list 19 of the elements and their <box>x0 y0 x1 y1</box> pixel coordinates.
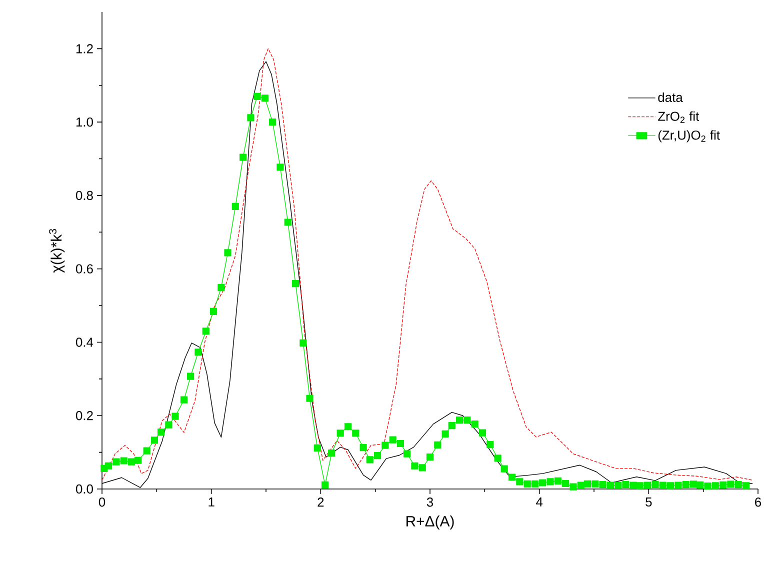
x-tick-label: 4 <box>536 498 543 506</box>
x-tick-label: 3 <box>426 498 434 507</box>
x-tick-label: 6 <box>755 498 762 507</box>
x-tick-label: 2 <box>318 498 324 507</box>
y-tick-label: 1.2 <box>76 44 93 54</box>
y-tick-label: 1.0 <box>76 117 93 127</box>
y-axis-title: χ(k)*k$^{3}$ <box>49 229 65 273</box>
y-tick-label: 0.8 <box>76 190 93 200</box>
y-tick-label: 0.6 <box>76 264 93 274</box>
x-axis-title: R+Δ(A) <box>406 516 454 530</box>
x-tick-label: 5 <box>646 498 652 507</box>
x-tick-label: 0 <box>98 498 106 507</box>
legend-label: data <box>658 92 683 102</box>
legend-label: (Zr,U)O$_{2}$ fit <box>658 130 720 142</box>
x-tick-label: 1 <box>208 498 214 506</box>
y-tick-label: 0.2 <box>76 411 93 420</box>
y-tick-label: 0.4 <box>76 338 94 347</box>
legend-label: ZrO$_{2}$ fit <box>658 111 700 123</box>
y-tick-label: 0.0 <box>76 484 93 494</box>
